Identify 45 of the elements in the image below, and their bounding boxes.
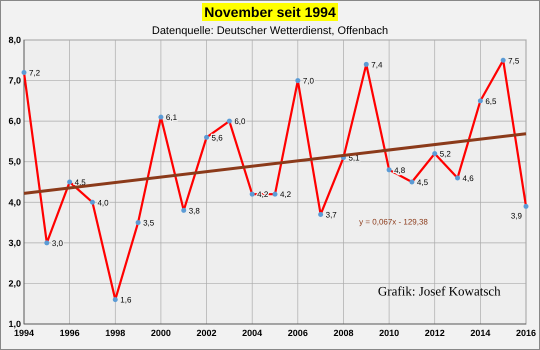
x-tick-label: 1996 bbox=[60, 328, 80, 338]
data-label: 6,5 bbox=[485, 96, 498, 106]
data-label: 3,8 bbox=[188, 206, 200, 216]
data-label: 3,7 bbox=[326, 210, 338, 220]
data-label: 3,9 bbox=[510, 211, 523, 220]
y-tick-label: 2,0 bbox=[8, 278, 21, 288]
chart-title: November seit 1994 bbox=[204, 4, 336, 20]
chart-subtitle: Datenquelle: Deutscher Wetterdienst, Offenbach bbox=[152, 25, 388, 37]
x-tick-label: 2016 bbox=[516, 328, 536, 338]
data-label: 7,0 bbox=[302, 76, 314, 86]
y-tick-label: 5,0 bbox=[8, 156, 21, 167]
y-tick-label: 8,0 bbox=[8, 35, 21, 45]
data-label: 3,0 bbox=[52, 238, 64, 248]
data-label: 5,2 bbox=[440, 150, 452, 159]
x-tick-label: 2002 bbox=[196, 328, 217, 338]
x-tick-label: 2006 bbox=[288, 328, 308, 338]
x-tick-label: 1994 bbox=[14, 328, 34, 338]
data-label: 7,4 bbox=[371, 60, 383, 70]
data-label: 5,6 bbox=[212, 133, 224, 142]
data-label: 1,6 bbox=[120, 296, 132, 305]
y-tick-label: 1,0 bbox=[8, 319, 21, 329]
data-label: 3,5 bbox=[143, 218, 155, 228]
data-label: 7,2 bbox=[29, 68, 41, 78]
y-tick-label: 4,0 bbox=[8, 197, 21, 208]
x-tick-label: 1998 bbox=[105, 328, 126, 338]
y-tick-label: 3,0 bbox=[8, 238, 21, 248]
y-tick-label: 6,0 bbox=[8, 116, 21, 126]
data-label: 7,5 bbox=[508, 56, 520, 66]
annotation: y = 0,067x - 129,38 bbox=[359, 218, 428, 227]
x-tick-label: 2012 bbox=[424, 328, 445, 338]
x-tick-label: 2014 bbox=[470, 328, 490, 338]
data-label: 4,6 bbox=[462, 174, 474, 183]
data-label: 4,8 bbox=[394, 166, 406, 175]
data-label: 4,2 bbox=[280, 190, 292, 200]
x-tick-label: 2000 bbox=[150, 328, 171, 338]
x-tick-label: 2004 bbox=[242, 328, 262, 338]
x-tick-label: 2008 bbox=[333, 328, 354, 338]
data-label: 6,0 bbox=[234, 117, 246, 126]
data-label: 4,5 bbox=[416, 178, 429, 187]
y-tick-label: 7,0 bbox=[8, 76, 21, 86]
annotation: Grafik: Josef Kowatsch bbox=[378, 284, 502, 299]
x-tick-label: 2010 bbox=[379, 328, 400, 338]
data-label: 4,5 bbox=[74, 178, 86, 187]
data-label: 6,1 bbox=[166, 113, 178, 122]
data-label: 4,0 bbox=[97, 198, 110, 208]
